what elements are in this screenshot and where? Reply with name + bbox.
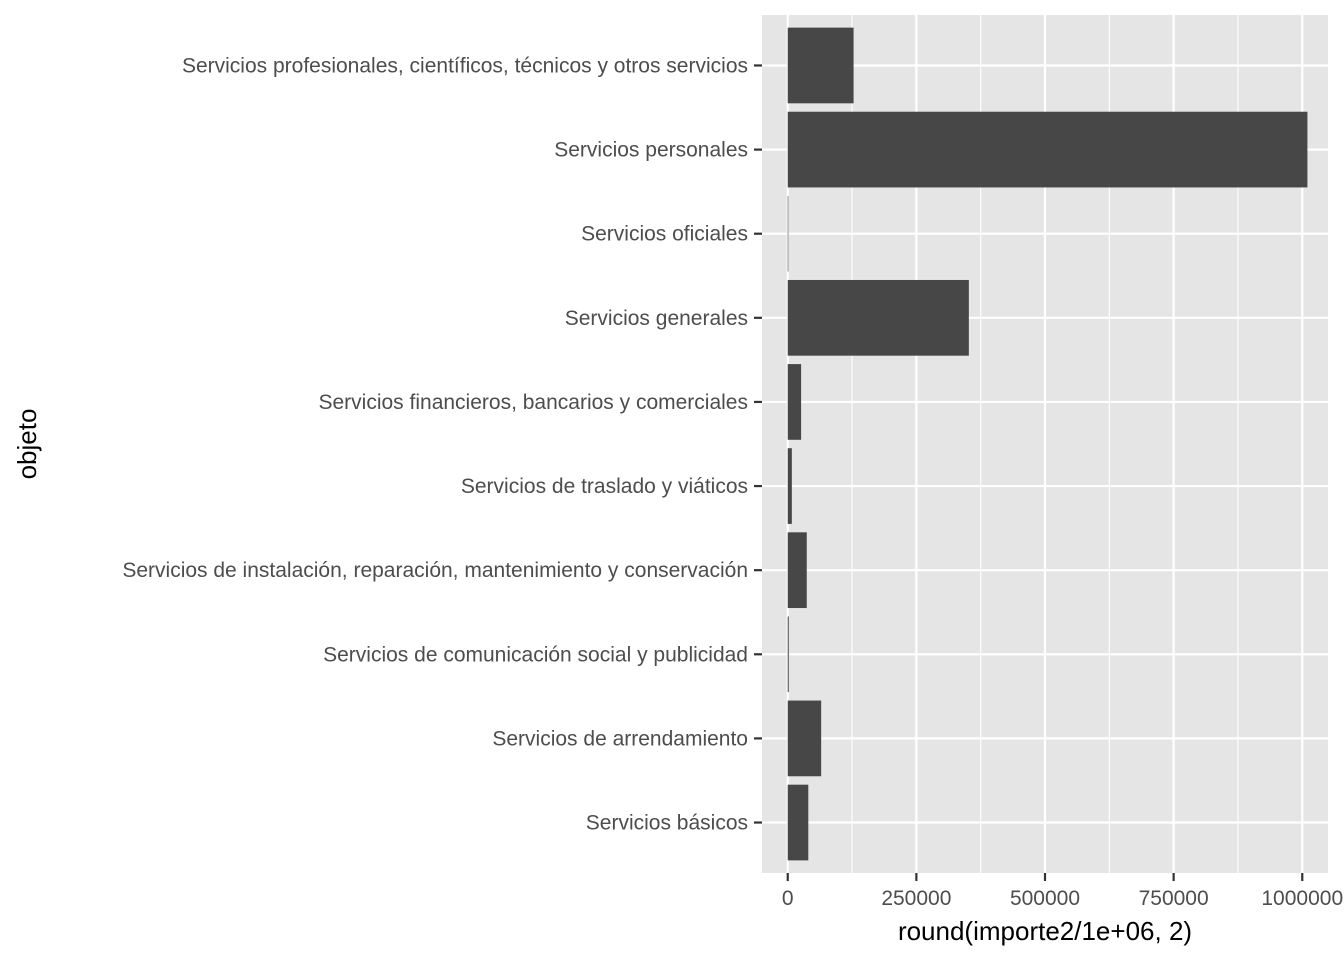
bar: [787, 364, 802, 440]
y-tick-label: Servicios de traslado y viáticos: [461, 475, 748, 498]
y-tick-label: Servicios de instalación, reparación, ma…: [122, 559, 748, 582]
x-tick-label: 0: [782, 887, 794, 910]
bar: [787, 111, 1308, 188]
y-tick-label: Servicios profesionales, científicos, té…: [182, 54, 748, 77]
y-tick-label: Servicios oficiales: [581, 223, 748, 246]
y-tick-label: Servicios básicos: [586, 812, 748, 835]
bar: [787, 784, 809, 861]
y-tick-label: Servicios de arrendamiento: [492, 727, 748, 750]
bar: [787, 700, 822, 777]
bar: [787, 616, 789, 693]
x-tick-label: 500000: [1010, 887, 1080, 910]
x-axis-title: round(importe2/1e+06, 2): [898, 916, 1192, 946]
bar: [787, 532, 807, 609]
y-tick-label: Servicios personales: [554, 139, 748, 162]
x-tick-label: 1000000: [1261, 887, 1343, 910]
bar: [787, 448, 792, 524]
bar: [787, 279, 969, 356]
x-tick-label: 750000: [1139, 887, 1209, 910]
x-axis: 0 250000 500000 750000 1000000: [782, 873, 1343, 910]
x-tick-label: 250000: [881, 887, 951, 910]
y-axis: Servicios básicos Servicios de arrendamie…: [122, 54, 762, 835]
bar: [787, 27, 854, 104]
y-tick-label: Servicios de comunicación social y publi…: [323, 643, 748, 666]
y-tick-label: Servicios financieros, bancarios y comer…: [318, 391, 748, 414]
y-axis-title: objeto: [12, 409, 42, 480]
y-tick-label: Servicios generales: [565, 307, 748, 330]
bars: [787, 27, 1308, 861]
bar: [787, 195, 789, 272]
